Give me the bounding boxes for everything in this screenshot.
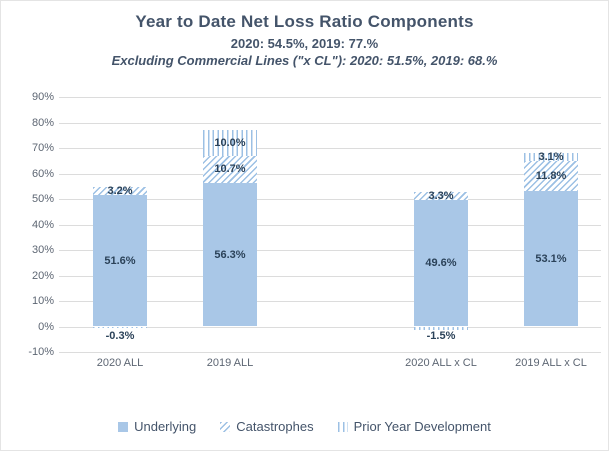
y-axis-tick: 40% [31,218,54,231]
data-label: 10.0% [214,136,246,149]
legend-swatch-solid-icon [118,421,129,432]
bar-segment [524,191,578,327]
gridline [59,275,601,277]
bar-segment [414,200,468,327]
data-label: 3.2% [107,184,133,197]
y-axis-tick: -10% [28,346,54,358]
data-label: 10.7% [214,163,246,176]
gridline [59,173,601,175]
gridline [59,199,601,200]
gridline [59,250,601,251]
bar-segment [93,326,147,328]
y-axis-tick: 10% [31,295,54,307]
data-label: 53.1% [535,252,567,265]
legend-label-prior-year-development: Prior Year Development [353,419,491,434]
y-axis-tick: 0% [38,320,54,333]
bar-segment [93,194,147,327]
gridline [59,97,601,98]
legend-item-catastrophes: Catastrophes [220,419,314,434]
gridline [59,122,601,124]
gridline [59,352,601,353]
y-axis-tick: 70% [31,142,54,154]
y-axis-tick: 30% [31,244,54,256]
bar-segment [203,182,257,327]
legend-swatch-diagonal-icon [220,421,231,432]
x-axis-label: 2019 ALL [206,357,254,369]
bar-segment [203,130,257,156]
gridline [59,224,601,226]
y-axis-tick: 90% [31,91,54,103]
y-axis-tick: 60% [31,167,54,180]
legend-item-prior-year-development: Prior Year Development [337,419,491,434]
y-axis-tick: 20% [31,269,54,282]
data-label: 56.3% [214,248,246,261]
data-label: 3.3% [428,189,454,202]
bar-segment [524,153,578,161]
legend-item-underlying: Underlying [118,419,196,434]
data-label: 11.8% [535,170,567,183]
x-axis-label: 2019 ALL x CL [515,357,587,369]
data-label: -1.5% [426,329,456,342]
bar-segment [524,161,578,192]
y-axis-tick: 80% [31,116,54,129]
gridline [59,326,601,328]
bar-segment [93,186,147,195]
bar-segment [414,191,468,200]
chart-subtitle-excluding: Excluding Commercial Lines ("x CL"): 202… [111,53,498,68]
x-axis-label: 2020 ALL [96,357,144,369]
bar-segment [414,326,468,331]
chart-subtitle-totals: 2020: 54.5%, 2019: 77.% [230,36,379,51]
y-axis-tick: 50% [31,193,54,205]
legend-label-catastrophes: Catastrophes [236,419,314,434]
gridline [59,301,601,302]
chart-title: Year to Date Net Loss Ratio Components [135,12,474,31]
legend: Underlying Catastrophes Prior Year Devel… [1,419,608,434]
data-label: 51.6% [104,254,136,267]
legend-label-underlying: Underlying [134,419,197,434]
data-label: 49.6% [425,257,457,270]
gridline [59,148,601,149]
data-label: -0.3% [105,329,135,342]
data-label: 3.1% [538,151,564,164]
bar-segment [203,155,257,183]
legend-swatch-vertical-icon [337,421,348,432]
x-axis-label: 2020 ALL x CL [405,357,477,369]
